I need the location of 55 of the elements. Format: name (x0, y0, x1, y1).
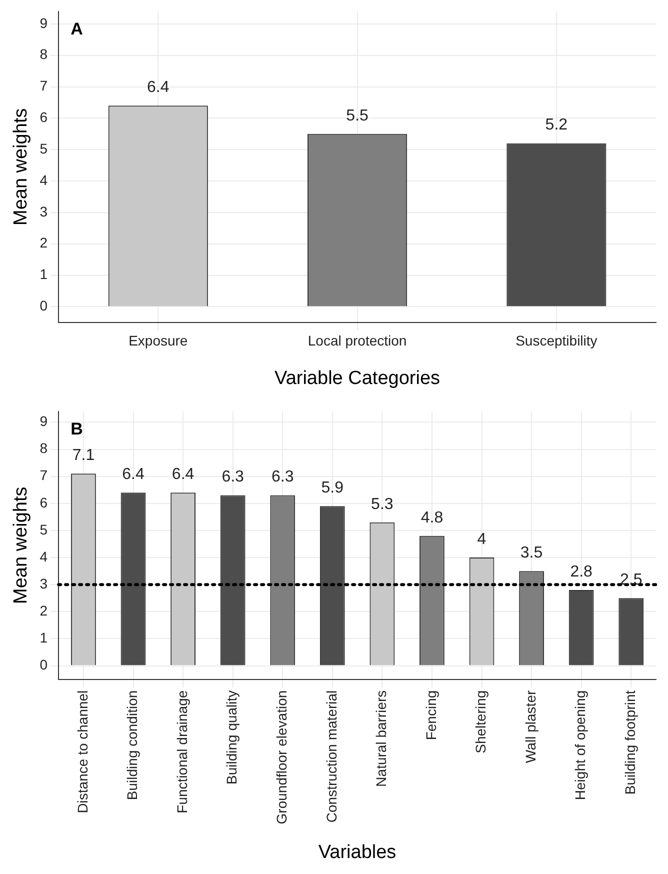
y-tick-label: 9 (40, 413, 48, 430)
y-axis-title: Mean weights (10, 108, 32, 226)
x-tick-label: Distance to channel (74, 690, 90, 814)
x-tick-label: Exposure (128, 332, 188, 349)
x-tick-label: Groundfloor elevation (273, 690, 290, 824)
x-tick-label: Natural barriers (373, 690, 390, 787)
x-tick-label: Height of opening (572, 690, 588, 800)
y-tick-label: 8 (40, 440, 48, 456)
x-tick-label: Fencing (422, 690, 439, 740)
y-tick-label: 1 (40, 630, 48, 646)
y-tick-label: 6 (40, 109, 48, 126)
x-tick-label: Local protection (308, 332, 407, 349)
x-tick-label: Sheltering (472, 690, 489, 754)
data-label: 3.5 (520, 544, 543, 562)
x-tick-label: Wall plaster (522, 690, 538, 763)
x-axis-title: Variable Categories (274, 368, 440, 389)
y-tick-label: 6 (40, 494, 48, 510)
y-tick-label: 5 (40, 521, 48, 538)
y-tick-label: 0 (40, 656, 48, 673)
y-tick-label: 0 (40, 298, 48, 314)
y-tick-label: 9 (40, 14, 48, 31)
annotation: A (70, 20, 83, 39)
y-tick-label: 2 (40, 602, 48, 619)
data-label: 4.8 (420, 509, 444, 526)
y-tick-label: 4 (40, 548, 48, 564)
y-tick-label: 5 (40, 140, 48, 156)
data-label: 7.1 (72, 447, 95, 464)
data-label: 5.2 (545, 116, 568, 134)
y-tick-label: 2 (40, 234, 48, 251)
x-axis-title: Variables (318, 842, 396, 863)
data-label: 2.8 (570, 563, 593, 580)
data-label: 6.3 (222, 468, 244, 486)
y-axis-title: Mean weights (10, 486, 32, 604)
data-label: 6.3 (271, 468, 294, 486)
y-tick-label: 3 (40, 575, 48, 592)
x-tick-label: Building footprint (622, 690, 638, 795)
data-label: 6.4 (172, 466, 194, 483)
x-tick-label: Building quality (224, 690, 240, 785)
y-tick-label: 8 (40, 46, 48, 62)
data-label: 6.4 (147, 79, 170, 96)
data-label: 6.4 (122, 466, 144, 483)
data-label: 5.5 (346, 107, 369, 124)
annotation: B (70, 420, 83, 439)
x-tick-label: Building condition (124, 690, 140, 800)
x-tick-label: Construction material (323, 690, 340, 823)
data-label: 4 (477, 530, 486, 548)
data-label: 5.3 (371, 496, 394, 513)
y-tick-label: 7 (40, 467, 48, 484)
x-tick-label: Functional drainage (174, 690, 190, 814)
y-tick-label: 3 (40, 203, 48, 220)
y-tick-label: 7 (40, 78, 48, 94)
x-tick-label: Susceptibility (516, 332, 598, 349)
data-label: 5.9 (321, 480, 344, 497)
y-tick-label: 4 (40, 172, 48, 188)
y-tick-label: 1 (40, 266, 48, 282)
